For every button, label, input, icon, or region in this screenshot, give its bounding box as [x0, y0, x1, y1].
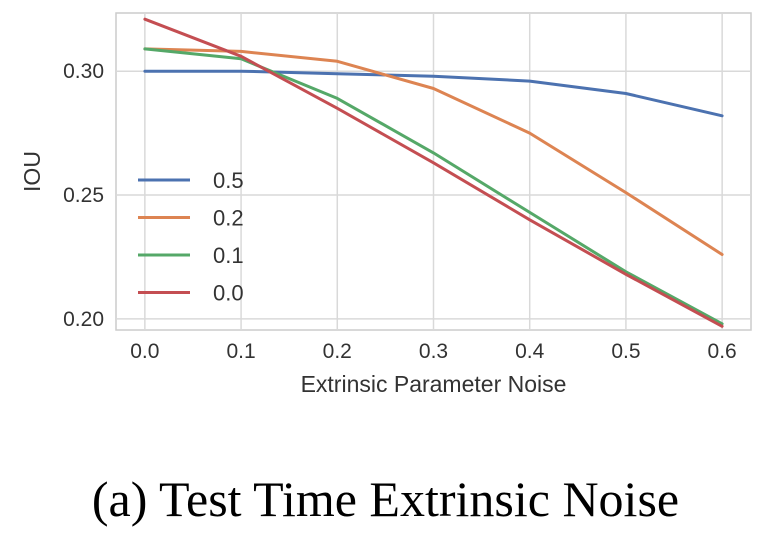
x-tick-label: 0.5	[611, 340, 640, 363]
y-axis-label: IOU	[19, 151, 45, 192]
series-lines	[143, 17, 724, 328]
y-tick-label: 0.20	[63, 308, 104, 331]
x-tick-label: 0.1	[226, 340, 255, 363]
figure-caption: (a) Test Time Extrinsic Noise	[91, 471, 680, 527]
legend-label: 0.0	[213, 281, 244, 306]
x-axis-label: Extrinsic Parameter Noise	[301, 371, 567, 397]
y-tick-labels: 0.20 0.25 0.30	[63, 60, 104, 331]
x-tick-label: 0.0	[130, 340, 159, 363]
x-tick-label: 0.2	[323, 340, 352, 363]
series-line-0-5	[143, 69, 724, 118]
legend: 0.5 0.2 0.1 0.0	[138, 168, 244, 306]
x-tick-labels: 0.0 0.1 0.2 0.3 0.4 0.5 0.6	[130, 340, 736, 363]
iou-line-chart: 0.0 0.1 0.2 0.3 0.4 0.5 0.6 0.20 0.25 0.30 Extri…	[19, 12, 752, 397]
series-line-0-0	[143, 17, 724, 328]
x-tick-label: 0.4	[515, 340, 545, 363]
legend-label: 0.1	[213, 243, 244, 268]
y-tick-label: 0.30	[63, 60, 104, 83]
legend-label: 0.2	[213, 206, 244, 231]
series-line-0-1	[143, 47, 724, 326]
x-tick-label: 0.6	[708, 340, 737, 363]
x-tick-label: 0.3	[419, 340, 448, 363]
legend-label: 0.5	[213, 168, 244, 193]
series-line-0-2	[143, 47, 724, 256]
y-tick-label: 0.25	[63, 184, 104, 207]
